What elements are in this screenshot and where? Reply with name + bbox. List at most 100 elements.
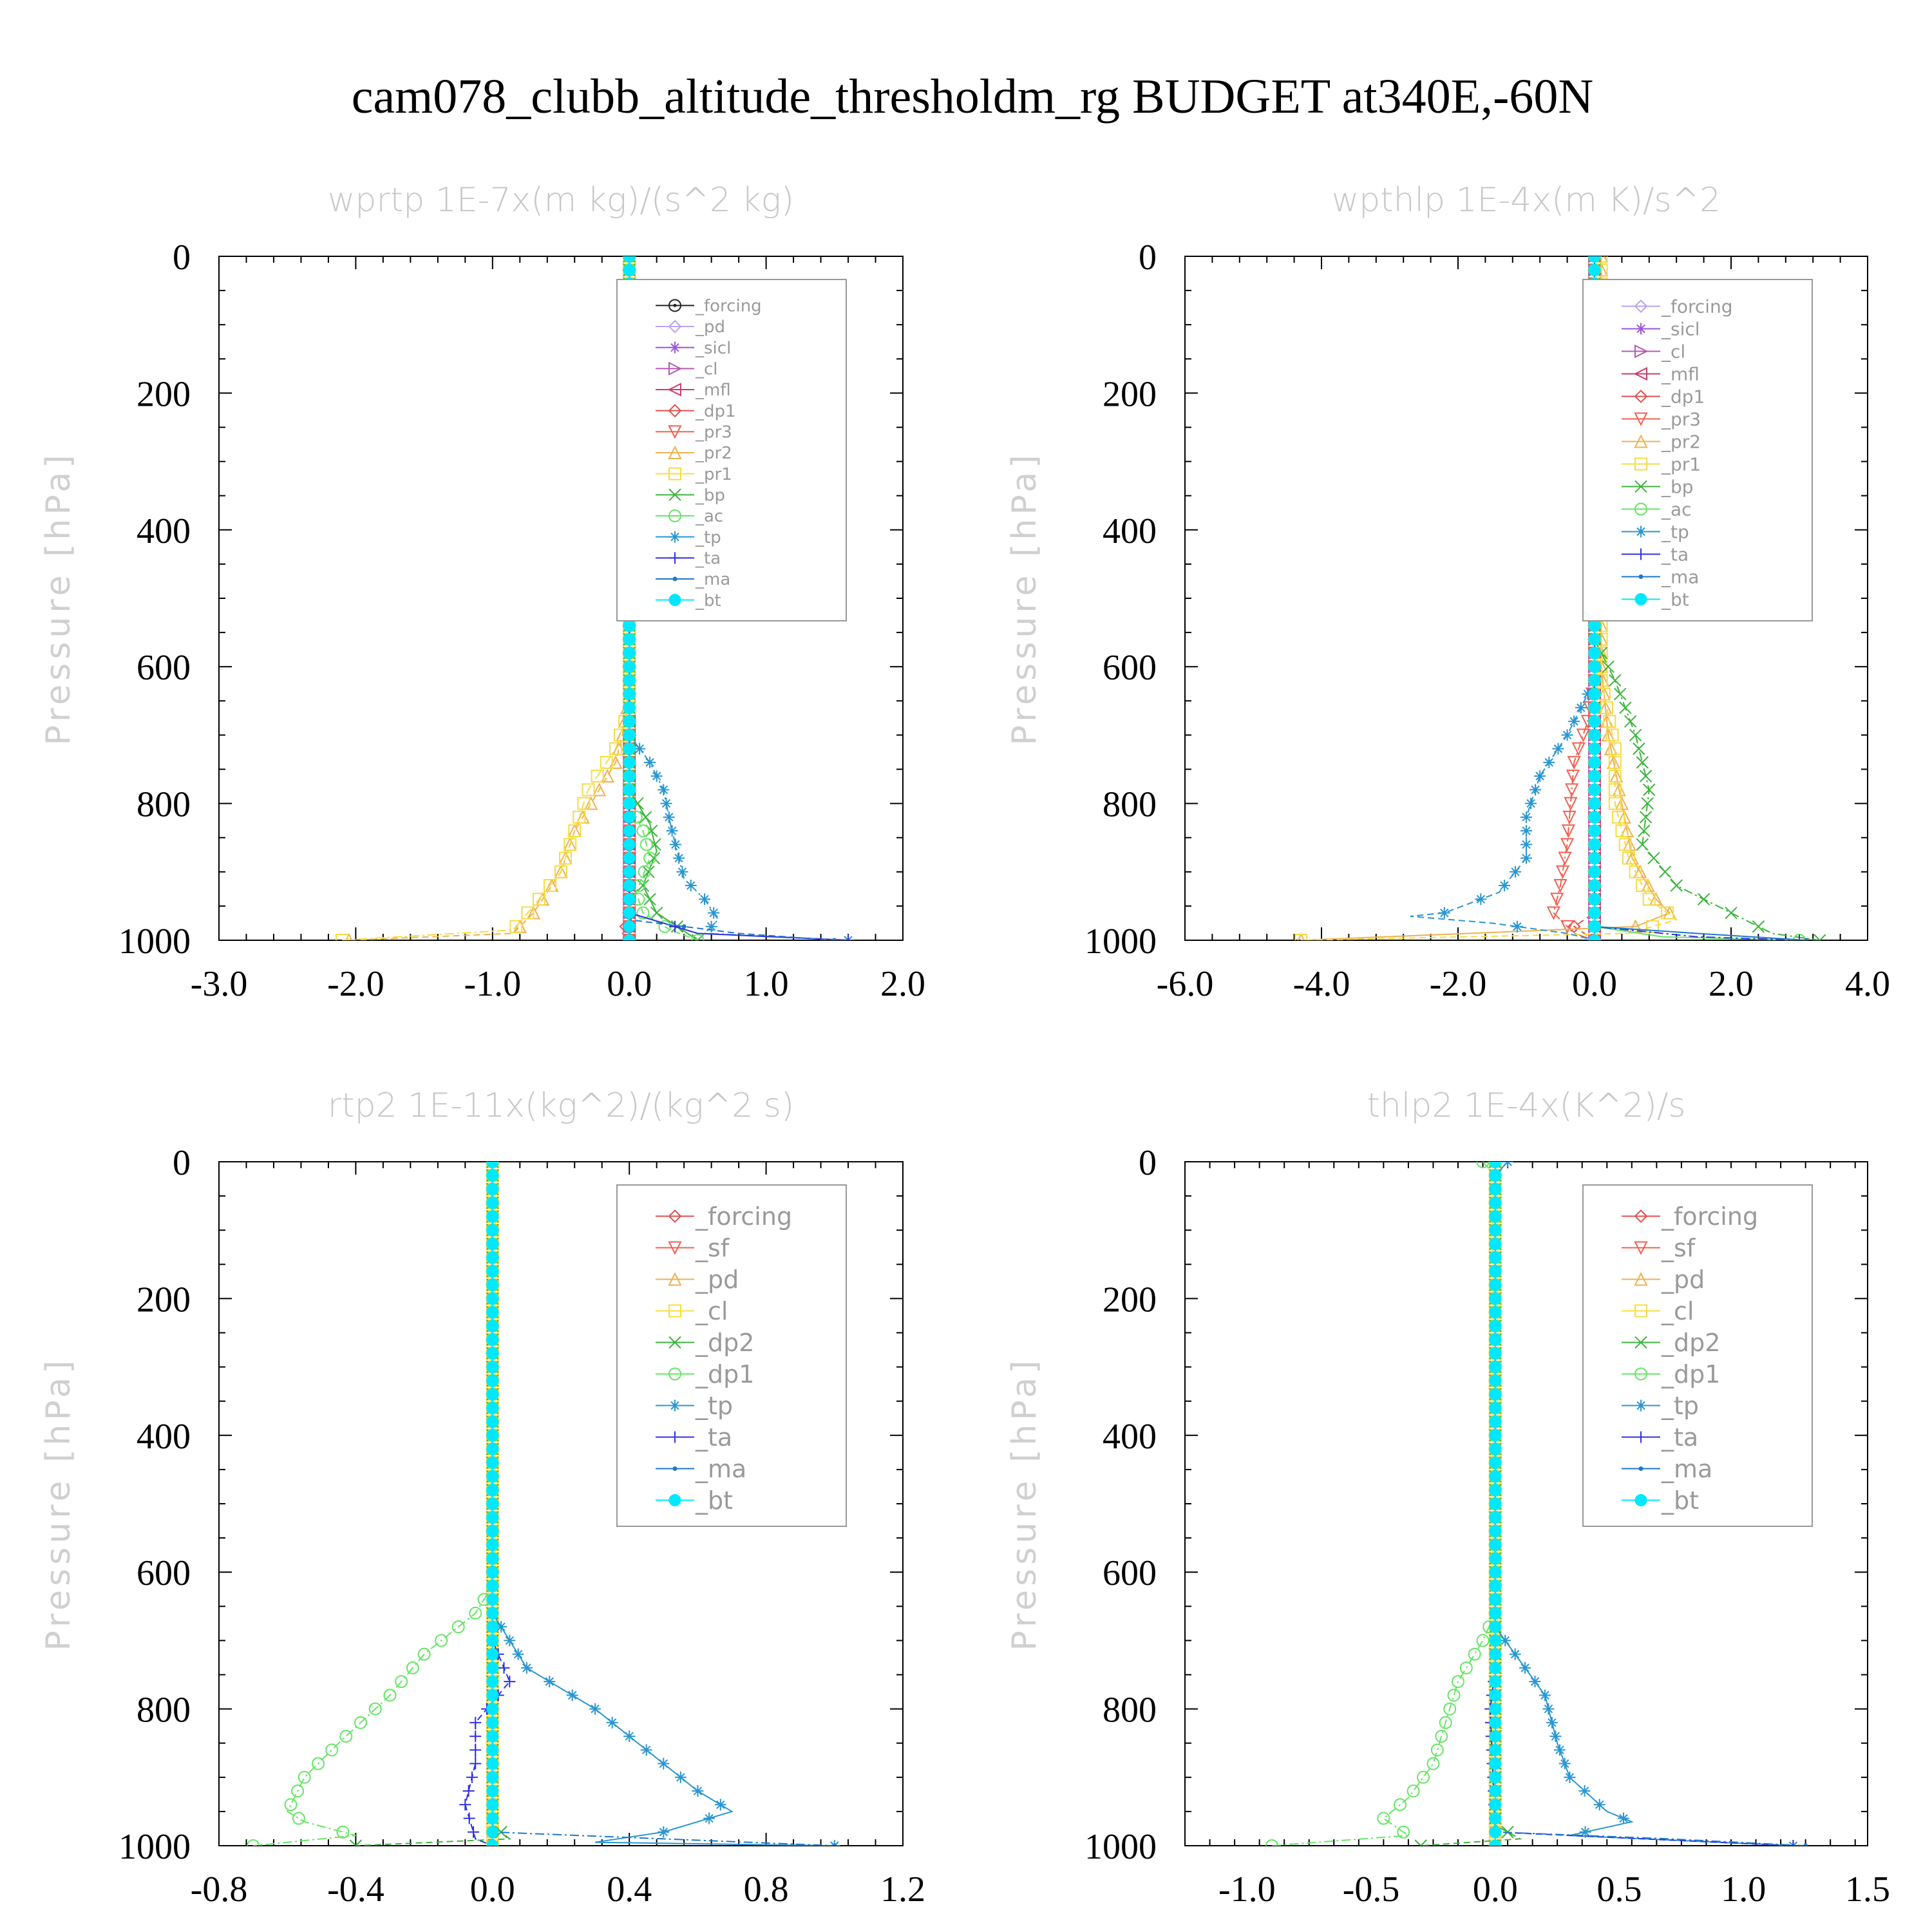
legend-marker [668, 1494, 681, 1506]
figure-title: cam078_clubb_altitude_thresholdm_rg BUDG… [352, 70, 1594, 124]
series-marker [486, 1251, 499, 1264]
legend-item-dp1: _dp1 [1622, 386, 1705, 407]
series-marker [1562, 810, 1577, 825]
series-marker [600, 755, 613, 769]
series-marker [636, 824, 650, 838]
series-marker [1552, 743, 1564, 755]
x-tick-label: -1.0 [1218, 1870, 1276, 1909]
legend-item-pr2: _pr2 [1622, 431, 1701, 452]
series-marker [486, 1511, 499, 1524]
y-tick-label: 0 [1139, 238, 1157, 278]
y-tick-label: 800 [1103, 785, 1157, 825]
series-marker [1670, 879, 1683, 892]
series-dp2 [1414, 1162, 1522, 1846]
series-marker [1568, 715, 1580, 728]
x-tick-label: -4.0 [1293, 964, 1350, 1004]
series-marker [1588, 920, 1601, 933]
series-marker [1561, 824, 1575, 838]
legend-marker [1634, 457, 1647, 471]
legend-label: _dp1 [695, 1360, 754, 1388]
legend-item-pr3: _pr3 [1622, 408, 1701, 430]
x-tick-label: -0.5 [1343, 1870, 1400, 1909]
series-marker [1530, 784, 1542, 796]
legend-item-dp2: _dp2 [656, 1329, 754, 1357]
series-marker [368, 1702, 382, 1716]
series-marker [544, 1676, 556, 1688]
legend-label: _pr2 [695, 444, 732, 463]
legend-marker [668, 319, 682, 334]
series-marker [1265, 1839, 1278, 1846]
legend-item-sf: _sf [1622, 1234, 1696, 1262]
series-line [464, 1162, 511, 1846]
series-marker [247, 1839, 260, 1846]
legend-marker [667, 383, 681, 397]
series-marker [1550, 893, 1564, 907]
legend-label: _pr3 [695, 422, 732, 442]
series-marker [486, 1456, 499, 1469]
series-marker [1489, 1566, 1502, 1578]
y-tick-label: 0 [173, 1143, 191, 1183]
legend-item-mfl: _mfl [1622, 363, 1700, 384]
series-marker [504, 1676, 516, 1688]
chart-panel-2: wpthlp 1E-4x(m K)/s^2 Pressure [hPa] 0 200 4… [1005, 181, 1890, 1004]
legend-marker [1633, 366, 1647, 381]
panels-group: wprtp 1E-7x(m kg)/(s^2 kg) Pressure [hPa]… [39, 181, 1890, 1909]
legend-marker [668, 509, 681, 522]
series-marker [1394, 1798, 1407, 1812]
series-marker [623, 852, 636, 865]
series-marker [486, 1662, 499, 1674]
legend-item-ta: _ta [1622, 1423, 1698, 1452]
legend-item-forcing: _forcing [656, 1202, 792, 1231]
series-marker [1725, 906, 1738, 920]
series-marker [1629, 728, 1642, 742]
legend-marker [668, 594, 681, 607]
series-marker [1615, 796, 1629, 810]
legend-marker [669, 1431, 681, 1443]
x-tick-label: -2.0 [1430, 964, 1487, 1004]
series-marker [600, 768, 614, 783]
series-marker [1468, 1647, 1481, 1661]
legend-marker [668, 425, 682, 439]
series-marker [1489, 1210, 1502, 1223]
series-marker [486, 1620, 499, 1633]
series-marker [486, 1539, 499, 1551]
series-marker [1489, 1771, 1502, 1784]
series-marker [1605, 728, 1619, 742]
series-marker [486, 1388, 499, 1401]
y-tick-label: 0 [1139, 1143, 1157, 1183]
series-marker [1520, 825, 1532, 837]
series-marker [623, 743, 636, 755]
series-marker [486, 1470, 499, 1483]
series-marker [1489, 1579, 1502, 1592]
series-marker [623, 907, 636, 920]
series-marker [291, 1785, 305, 1798]
legend-marker [668, 488, 681, 502]
legend-item-pr3: _pr3 [656, 422, 732, 442]
series-marker [1579, 1826, 1591, 1838]
series-marker [573, 810, 586, 824]
series-marker [469, 1606, 482, 1620]
series-marker [1489, 1662, 1502, 1674]
series-marker [623, 619, 636, 632]
series-marker [1489, 1416, 1502, 1428]
y-tick-label: 600 [137, 1553, 191, 1593]
legend-label: _cl [1661, 1297, 1694, 1325]
legend-label: _cl [695, 1297, 728, 1325]
series-marker [623, 674, 636, 687]
series-marker [339, 1730, 353, 1743]
legend-item-bt: _bt [1622, 1486, 1699, 1515]
series-marker [1642, 893, 1656, 906]
series-marker [486, 1416, 499, 1428]
series-marker [495, 1621, 507, 1633]
x-tick-label: -2.0 [327, 964, 384, 1004]
series-marker [1489, 1237, 1502, 1250]
legend-item-sicl: _sicl [1622, 318, 1700, 339]
legend-label: _ma [695, 570, 730, 589]
series-marker [1608, 783, 1622, 797]
series-marker [1489, 1197, 1502, 1209]
series-marker [1588, 701, 1601, 714]
series-marker [1542, 1703, 1555, 1715]
y-tick-label: 400 [137, 1417, 191, 1457]
series-marker [486, 1552, 499, 1565]
